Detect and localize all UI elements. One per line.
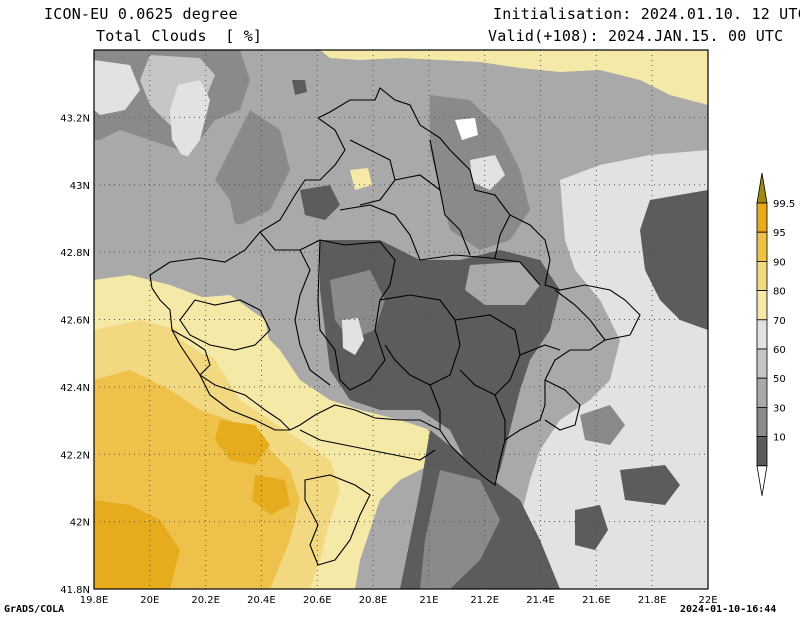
colorbar-level-label: 30 — [773, 403, 786, 414]
lat-label: 43.2N — [60, 113, 90, 124]
admin-borders — [149, 87, 641, 566]
colorbar-segment — [756, 231, 768, 262]
colorbar-over-triangle — [756, 172, 768, 204]
longitude-labels: 19.8E 20E 20.2E 20.4E 20.6E 20.8E 21E 21.2E 21.4… — [80, 595, 718, 606]
colorbar-level-label: 80 — [773, 287, 786, 298]
model-title: ICON-EU 0.0625 degree — [44, 5, 238, 23]
colorbar-level-label: 10 — [773, 433, 786, 444]
colorbar-level-label: 90 — [773, 257, 786, 268]
colorbar-segment — [756, 377, 768, 408]
lon-label: 20.2E — [191, 595, 220, 606]
colorbar-segment — [756, 260, 768, 291]
lat-label: 42.8N — [60, 248, 90, 259]
colorbar-segment — [756, 406, 768, 437]
lon-label: 19.8E — [80, 595, 109, 606]
map-frame — [93, 49, 709, 590]
lat-label: 42.4N — [60, 383, 90, 394]
colorbar-level-label: 60 — [773, 345, 786, 356]
render-timestamp: 2024-01-10-16:44 — [680, 604, 777, 615]
colorbar-level-label: 99.5 — [773, 199, 795, 210]
colorbar-segment — [756, 436, 768, 467]
lon-label: 22E — [698, 595, 717, 606]
lat-label: 43N — [70, 181, 90, 192]
lon-label: 21.6E — [582, 595, 611, 606]
field-title: Total Clouds [ %] — [96, 27, 263, 45]
lon-label: 20E — [140, 595, 159, 606]
valid-time: Valid(+108): 2024.JAN.15. 00 UTC — [488, 27, 784, 45]
colorbar-segment — [756, 290, 768, 321]
lon-label: 20.8E — [359, 595, 388, 606]
grads-credit: GrADS/COLA — [4, 604, 65, 615]
lat-label: 42.6N — [60, 316, 90, 327]
colorbar-segment — [756, 348, 768, 379]
init-time: Initialisation: 2024.01.10. 12 UTC — [493, 5, 800, 23]
lon-label: 21E — [419, 595, 438, 606]
lat-label: 42N — [70, 518, 90, 529]
colorbar-segment — [756, 202, 768, 233]
colorbar-under-triangle — [756, 465, 768, 496]
cloud-fill-layer — [94, 50, 708, 589]
lon-label: 21.4E — [526, 595, 555, 606]
lon-label: 21.2E — [470, 595, 499, 606]
latitude-labels: 43.2N 43N 42.8N 42.6N 42.4N 42.2N 42N 41.8N — [60, 113, 90, 596]
lat-label: 41.8N — [60, 585, 90, 596]
colorbar-level-label: 95 — [773, 228, 786, 239]
lon-label: 21.8E — [638, 595, 667, 606]
colorbar-level-label: 50 — [773, 374, 786, 385]
lon-label: 20.6E — [303, 595, 332, 606]
lat-label: 42.2N — [60, 450, 90, 461]
colorbar-level-label: 70 — [773, 316, 786, 327]
lon-label: 20.4E — [247, 595, 276, 606]
colorbar-segment — [756, 319, 768, 350]
colorbar: 99.5 95 90 80 70 60 50 30 10 — [756, 172, 795, 496]
